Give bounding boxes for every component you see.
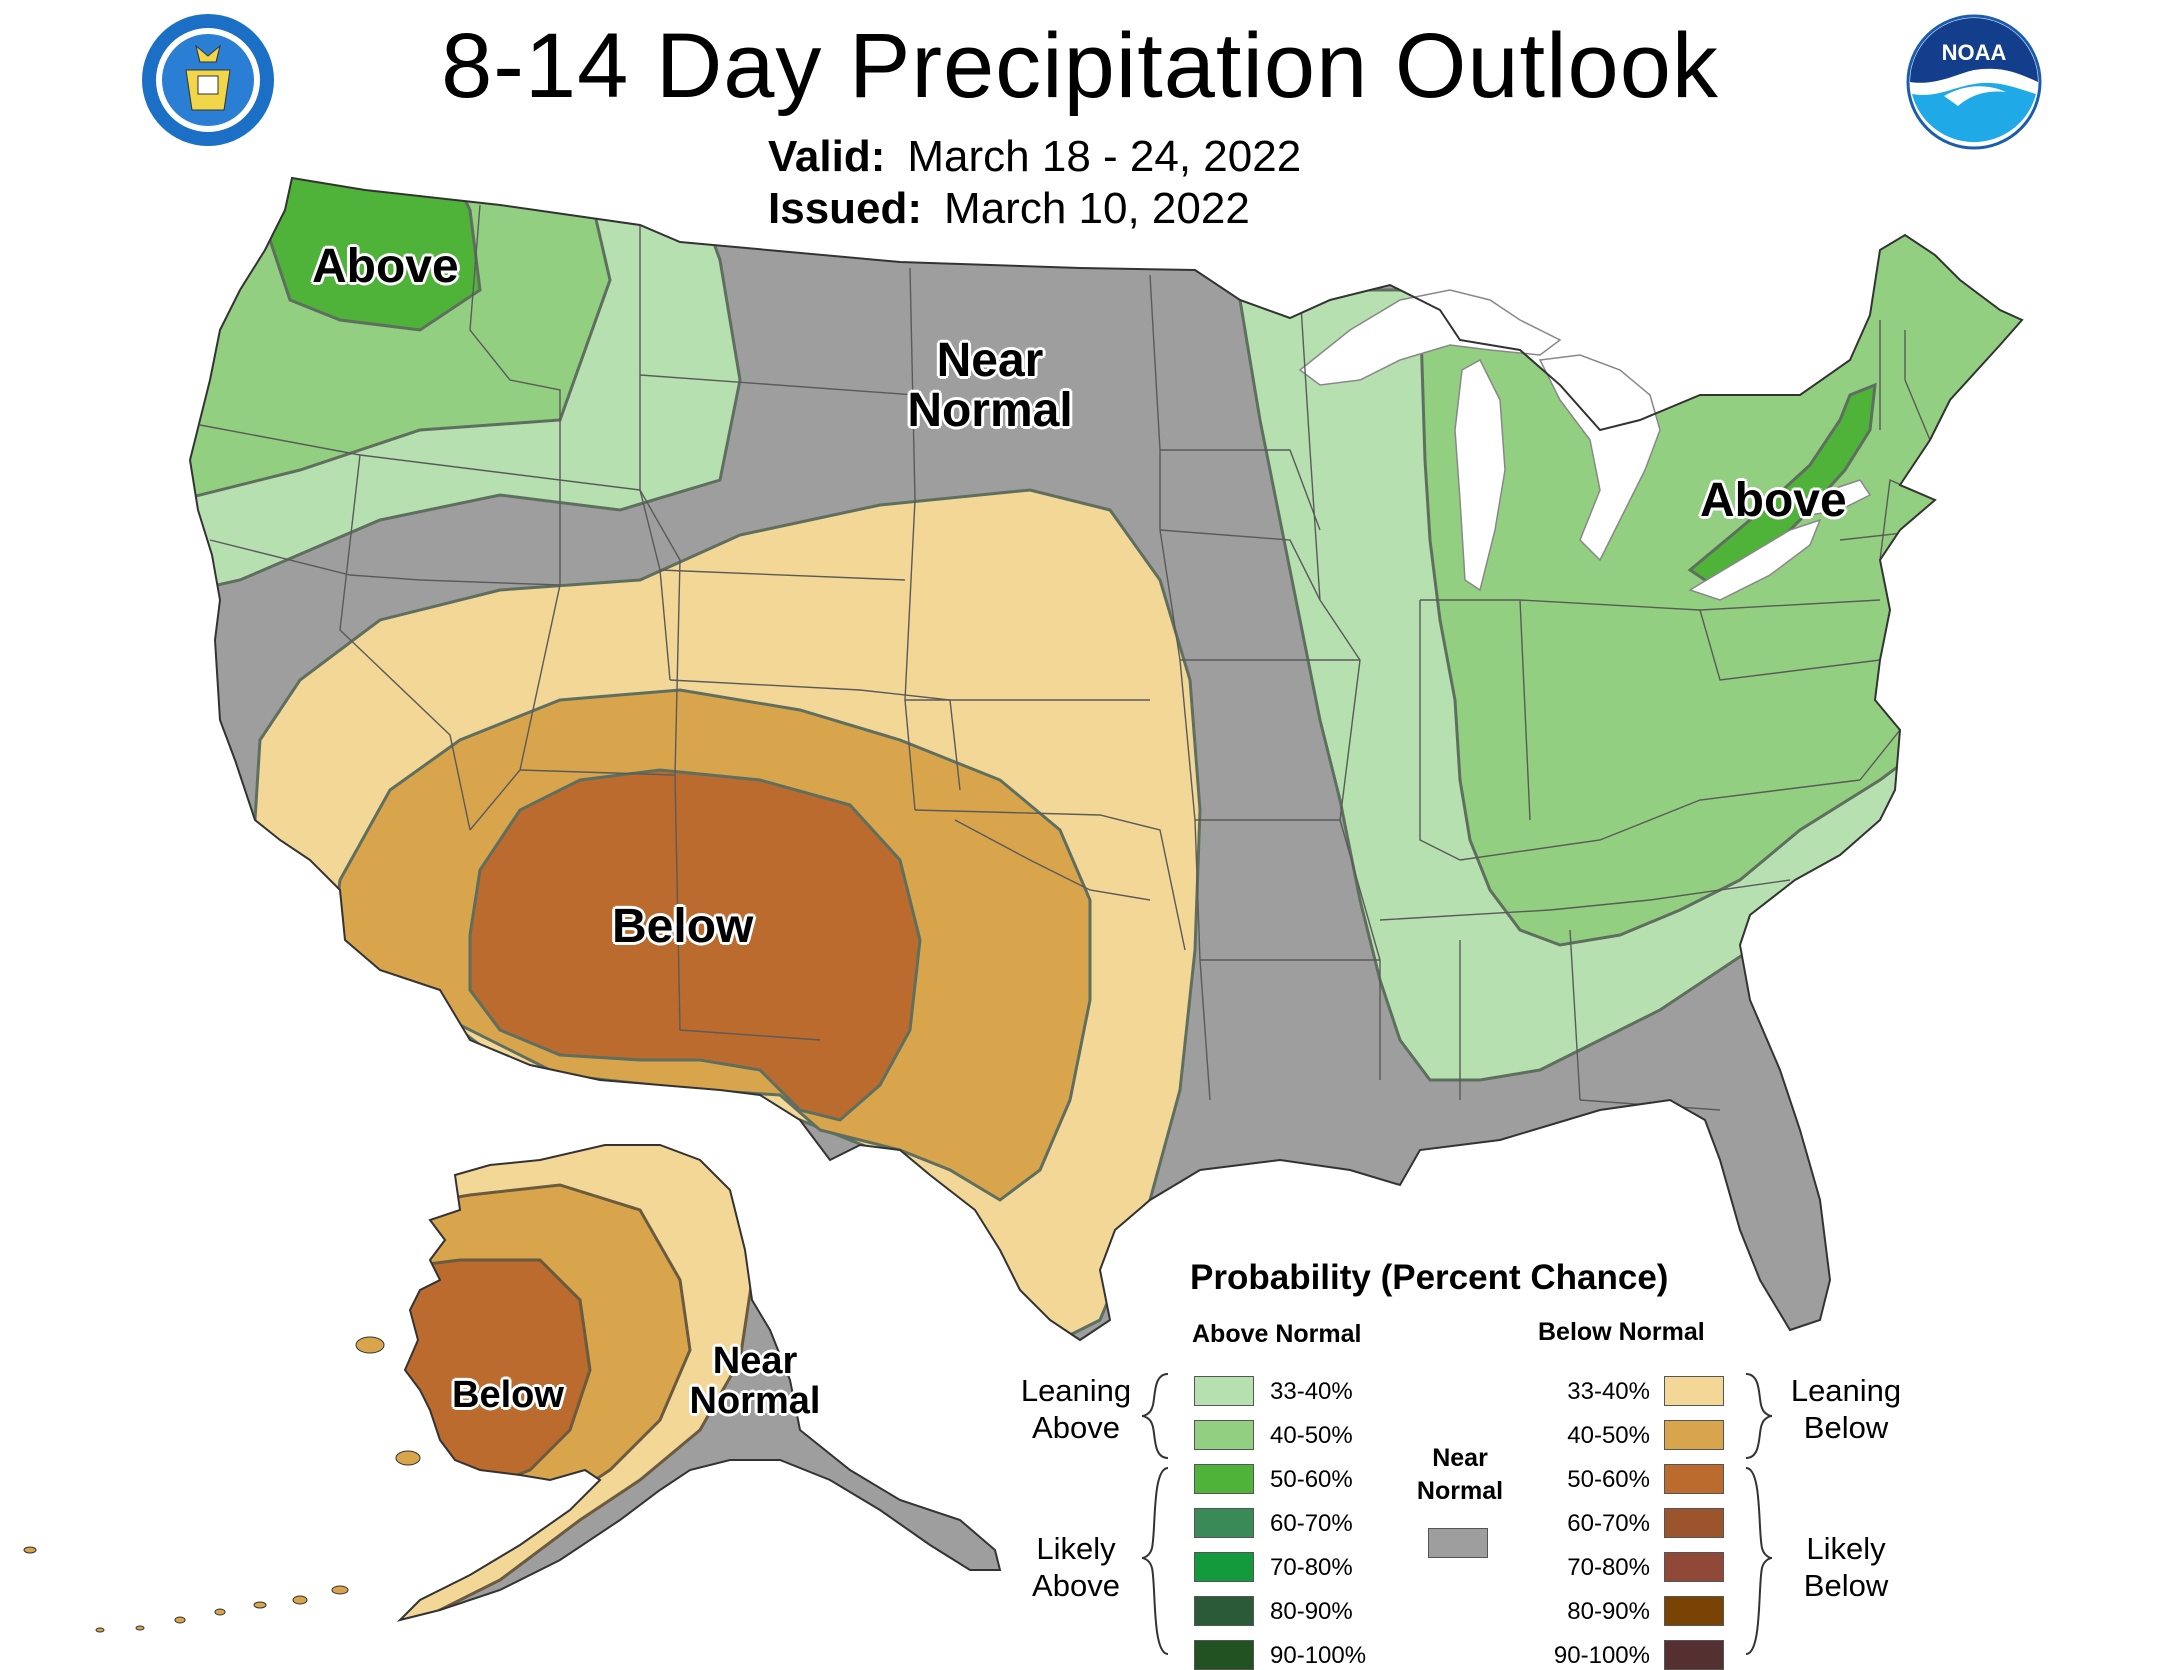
legend-above-range: 60-70% <box>1270 1510 1353 1537</box>
legend-below-range: 33-40% <box>1567 1378 1650 1405</box>
legend-likely-below: Likely Below <box>1803 1531 1889 1604</box>
legend-above-range: 80-90% <box>1270 1598 1353 1625</box>
region-label-alaska-west: Below <box>452 1374 564 1416</box>
legend-below-header: Below Normal <box>1538 1318 1705 1346</box>
region-label-northwest: Above <box>312 240 459 293</box>
noaa-logo-text: NOAA <box>1942 40 2007 65</box>
legend-below-swatch <box>1664 1640 1724 1670</box>
legend-above-range: 90-100% <box>1270 1642 1367 1669</box>
issued-date: Issued: March 10, 2022 <box>768 184 1250 234</box>
legend-below-swatch <box>1664 1508 1724 1538</box>
legend-above-range: 50-60% <box>1270 1466 1353 1493</box>
legend-above-brace-icon <box>1141 1373 1169 1655</box>
legend-above-range: 40-50% <box>1270 1422 1353 1449</box>
legend-leaning-above: Leaning Above <box>1020 1373 1132 1446</box>
legend-below-swatch <box>1664 1420 1724 1450</box>
legend-below-swatch <box>1664 1552 1724 1582</box>
legend-above-swatch <box>1194 1596 1254 1626</box>
legend-below-range: 70-80% <box>1567 1554 1650 1581</box>
legend-above-swatch <box>1194 1464 1254 1494</box>
legend-title: Probability (Percent Chance) <box>1190 1258 1669 1297</box>
legend-above-swatch <box>1194 1640 1254 1670</box>
issued-value: March 10, 2022 <box>944 184 1250 233</box>
legend-below-swatch <box>1664 1376 1724 1406</box>
noaa-logo-icon: NOAA <box>1906 14 2042 150</box>
legend-near-normal-swatch <box>1428 1528 1488 1558</box>
issued-label: Issued: <box>768 184 923 233</box>
region-label-southwest: Below <box>612 900 754 953</box>
legend-above-swatch <box>1194 1420 1254 1450</box>
department-of-commerce-seal-icon <box>142 14 274 146</box>
valid-value: March 18 - 24, 2022 <box>907 132 1302 181</box>
legend-above-swatch <box>1194 1508 1254 1538</box>
valid-label: Valid: <box>768 132 886 181</box>
legend-below-range: 90-100% <box>1553 1642 1650 1669</box>
legend-likely-above: Likely Above <box>1032 1531 1120 1604</box>
region-label-northern-plains: Near Normal <box>907 334 1073 438</box>
legend-above-range: 70-80% <box>1270 1554 1353 1581</box>
legend-leaning-below: Leaning Below <box>1790 1373 1902 1446</box>
legend-below-range: 40-50% <box>1567 1422 1650 1449</box>
legend-above-swatch <box>1194 1376 1254 1406</box>
region-label-alaska-southeast: Near Normal <box>689 1340 821 1422</box>
legend-above-header: Above Normal <box>1192 1320 1362 1348</box>
page-title: 8-14 Day Precipitation Outlook <box>441 15 1719 117</box>
legend-above-swatch <box>1194 1552 1254 1582</box>
legend-below-swatch <box>1664 1596 1724 1626</box>
legend-near-normal-label: Near Normal <box>1416 1444 1504 1505</box>
valid-dates: Valid: March 18 - 24, 2022 <box>768 132 1301 182</box>
legend-below-brace-icon <box>1745 1373 1773 1655</box>
legend-below-range: 80-90% <box>1567 1598 1650 1625</box>
legend-below-range: 50-60% <box>1567 1466 1650 1493</box>
legend-below-swatch <box>1664 1464 1724 1494</box>
legend-above-range: 33-40% <box>1270 1378 1353 1405</box>
legend-below-range: 60-70% <box>1567 1510 1650 1537</box>
region-label-northeast: Above <box>1700 474 1847 527</box>
